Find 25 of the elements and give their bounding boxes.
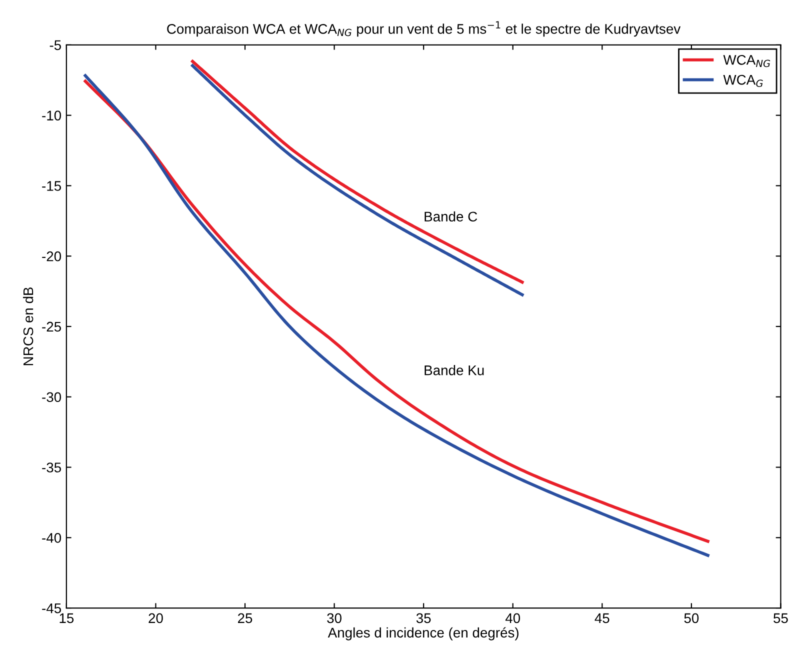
x-tick-label: 25 <box>238 613 252 624</box>
x-tick-label: 45 <box>594 613 610 624</box>
y-tick-label: -30 <box>42 392 62 402</box>
x-tick-label: 50 <box>684 613 699 624</box>
x-tick-label: 40 <box>505 613 520 624</box>
y-tick-label: -45 <box>42 604 62 614</box>
x-tick-label: 55 <box>774 613 788 624</box>
chart-title: Comparaison WCA et WCA$_{NG}$ pour un vent de 5 ms$^{−1}$ et le spectre de Kudryavtsev <box>167 21 681 37</box>
x-axis-title: Angles d incidence (en degrés) <box>328 627 518 640</box>
x-tick-label: 35 <box>416 613 431 624</box>
legend-label: WCA$_{NG}$ <box>723 54 770 68</box>
y-tick-label: -20 <box>42 251 62 262</box>
y-axis-title: NRCS en dB <box>23 287 34 366</box>
x-tick-label: 20 <box>148 613 163 624</box>
y-tick-label: -40 <box>42 532 62 543</box>
legend-label: WCA$_{G}$ <box>723 74 763 87</box>
y-tick-label: -5 <box>50 40 61 50</box>
y-tick-label: -25 <box>42 322 62 332</box>
annotation: Bande C <box>424 211 478 222</box>
y-tick-label: -35 <box>42 462 62 472</box>
x-tick-label: 30 <box>327 613 342 624</box>
y-tick-label: -10 <box>42 110 62 120</box>
annotation: Bande Ku <box>424 365 484 376</box>
x-tick-label: 15 <box>60 613 74 624</box>
y-tick-label: -15 <box>42 181 62 191</box>
